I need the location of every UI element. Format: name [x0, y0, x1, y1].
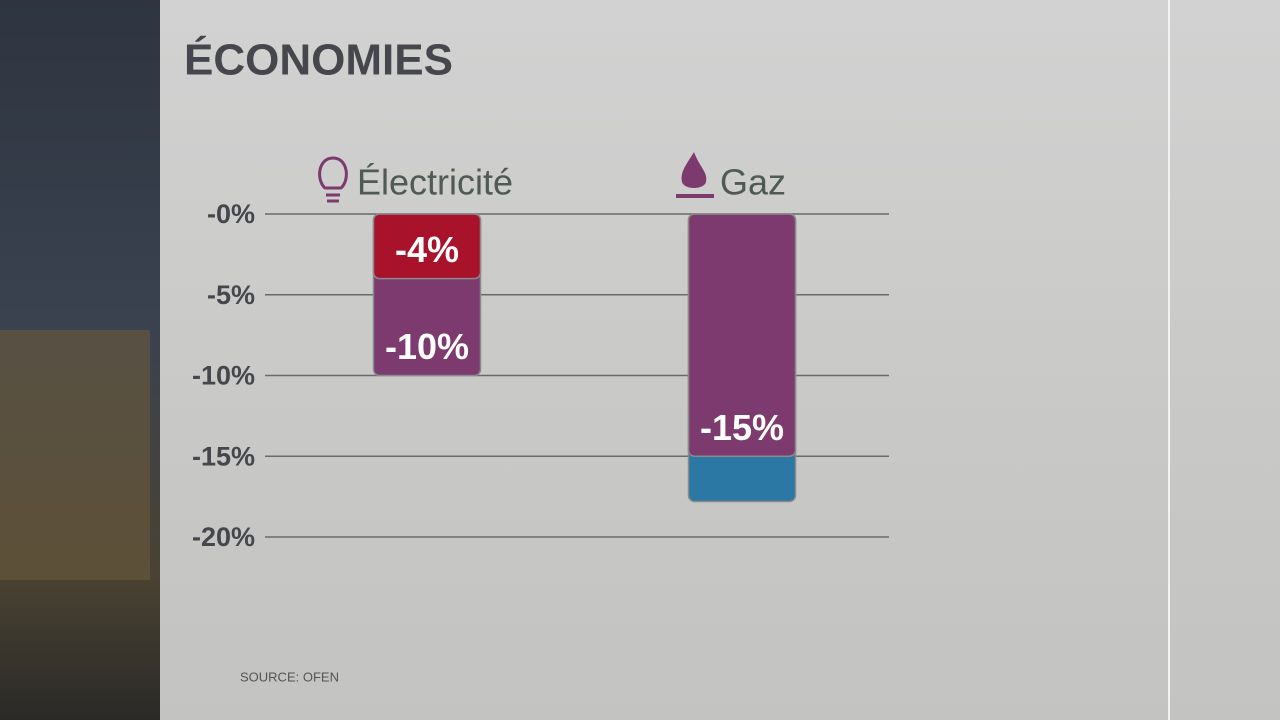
- y-tick-label: -5%: [207, 280, 255, 310]
- category-label: Électricité: [357, 162, 513, 203]
- bar: [372, 213, 482, 280]
- value-label: -4%: [395, 229, 459, 270]
- source: SOURCE: OFEN: [240, 669, 339, 684]
- category-label: Gaz: [720, 162, 786, 203]
- value-label: -10%: [385, 326, 469, 367]
- y-tick-label: -10%: [192, 361, 255, 391]
- chart-title: ÉCONOMIES: [184, 35, 453, 85]
- bulb-icon: [318, 156, 348, 203]
- y-tick-label: -20%: [192, 522, 255, 552]
- y-tick-label: -15%: [192, 441, 255, 471]
- flame-icon: [676, 152, 714, 198]
- building: [0, 330, 150, 580]
- y-tick-label: -0%: [207, 199, 255, 229]
- bar: [687, 213, 797, 457]
- value-label: -15%: [700, 407, 784, 448]
